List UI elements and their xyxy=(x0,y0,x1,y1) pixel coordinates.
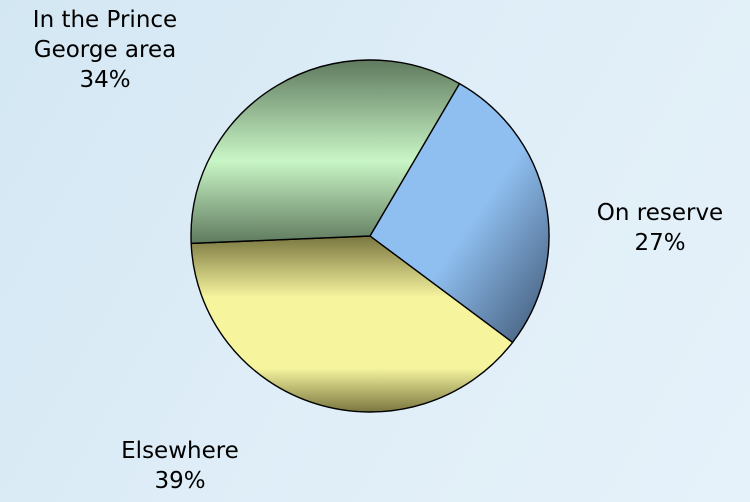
label-elsewhere-percent: 39% xyxy=(154,468,206,494)
label-elsewhere-name: Elsewhere xyxy=(121,438,239,464)
pie-slice-elsewhere xyxy=(190,235,514,413)
label-prince-george-line-1: In the Prince xyxy=(32,7,178,33)
pie-slice-prince-george xyxy=(190,59,461,245)
label-prince-george-percent: 34% xyxy=(79,67,131,93)
pie-slice-on-reserve xyxy=(369,82,550,344)
data-label-on-reserve: On reserve 27% xyxy=(570,198,750,258)
label-prince-george-line-2: George area xyxy=(33,37,177,63)
label-on-reserve-name: On reserve xyxy=(596,200,724,226)
label-on-reserve-percent: 27% xyxy=(634,230,686,256)
data-label-prince-george: In the Prince George area 34% xyxy=(5,5,205,95)
data-label-elsewhere: Elsewhere 39% xyxy=(90,436,270,496)
